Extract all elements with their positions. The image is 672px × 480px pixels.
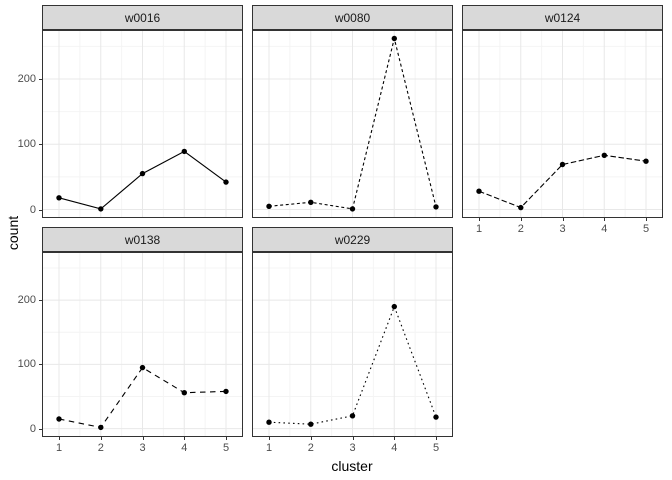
facet-strip-w0124: w0124 xyxy=(462,5,663,30)
y-tick-label: 100 xyxy=(17,358,36,371)
x-tick-label: 4 xyxy=(601,223,608,235)
facet-panel-w0124 xyxy=(462,30,663,218)
data-line-w0229 xyxy=(268,305,437,425)
x-axis-title: cluster xyxy=(331,458,373,474)
x-tick-mark xyxy=(352,437,354,440)
facet-strip-label: w0080 xyxy=(334,10,371,25)
x-tick-label: 3 xyxy=(349,442,356,454)
x-tick-label: 4 xyxy=(391,442,398,454)
x-tick-mark xyxy=(310,437,312,440)
y-tick-mark xyxy=(39,144,42,146)
facet-strip-label: w0229 xyxy=(334,232,371,247)
x-tick-label: 5 xyxy=(432,442,440,454)
x-tick-label: 1 xyxy=(475,223,483,235)
x-tick-mark xyxy=(59,437,60,440)
y-tick-label: 200 xyxy=(17,294,36,307)
y-tick-label: 0 xyxy=(29,422,36,435)
data-point xyxy=(98,206,104,212)
facet-panel-w0016 xyxy=(42,30,243,218)
x-tick-mark xyxy=(100,437,102,440)
y-tick-mark xyxy=(39,428,42,430)
x-tick-mark xyxy=(226,437,227,440)
data-point xyxy=(56,416,62,422)
facet-strip-w0229: w0229 xyxy=(252,227,453,252)
x-tick-mark xyxy=(184,437,186,440)
data-point xyxy=(308,421,314,427)
y-tick-label: 0 xyxy=(29,203,36,216)
data-point xyxy=(391,303,397,310)
data-point xyxy=(391,35,397,42)
x-tick-label: 5 xyxy=(642,223,650,235)
data-point xyxy=(98,424,104,431)
x-tick-mark xyxy=(646,218,647,221)
data-point xyxy=(266,419,272,425)
y-tick-mark xyxy=(39,300,42,302)
facet-strip-w0138: w0138 xyxy=(42,227,243,252)
data-point xyxy=(308,199,314,205)
y-tick-mark xyxy=(39,209,42,211)
data-point xyxy=(349,206,356,212)
facet-panel-w0138 xyxy=(42,252,243,437)
facet-strip-label: w0016 xyxy=(124,10,161,25)
x-tick-label: 1 xyxy=(265,442,273,454)
facet-strip-label: w0138 xyxy=(124,232,161,247)
x-tick-label: 4 xyxy=(181,442,188,454)
data-point xyxy=(139,170,146,177)
x-tick-label: 2 xyxy=(517,223,524,235)
facet-panel-w0080 xyxy=(252,30,453,218)
data-point xyxy=(476,188,482,194)
data-point xyxy=(181,148,187,155)
data-point xyxy=(181,390,187,396)
x-tick-label: 3 xyxy=(139,442,146,454)
x-tick-mark xyxy=(394,437,396,440)
x-tick-label: 3 xyxy=(559,223,566,235)
y-tick-label: 200 xyxy=(17,72,36,85)
facet-strip-label: w0124 xyxy=(544,10,581,25)
x-tick-mark xyxy=(604,218,606,221)
data-point xyxy=(643,158,649,164)
data-point xyxy=(433,204,439,210)
facet-panel-w0229 xyxy=(252,252,453,437)
data-point xyxy=(349,413,356,419)
data-point xyxy=(223,179,229,185)
x-tick-mark xyxy=(436,437,437,440)
x-tick-mark xyxy=(479,218,480,221)
facet-strip-w0080: w0080 xyxy=(252,5,453,30)
x-tick-label: 2 xyxy=(97,442,104,454)
data-point xyxy=(139,364,146,371)
data-point xyxy=(266,203,272,209)
data-point xyxy=(601,152,607,158)
data-point xyxy=(433,414,439,420)
x-tick-label: 1 xyxy=(55,442,63,454)
y-tick-mark xyxy=(39,78,42,80)
x-tick-label: 2 xyxy=(307,442,314,454)
x-tick-mark xyxy=(562,218,564,221)
y-axis-title: count xyxy=(5,215,21,251)
x-tick-mark xyxy=(269,437,270,440)
x-tick-mark xyxy=(520,218,522,221)
data-point xyxy=(56,195,62,201)
x-tick-mark xyxy=(142,437,144,440)
data-point xyxy=(559,161,566,168)
data-point xyxy=(223,388,229,395)
facet-strip-w0016: w0016 xyxy=(42,5,243,30)
data-point xyxy=(518,204,524,211)
y-tick-label: 100 xyxy=(17,138,36,151)
x-tick-label: 5 xyxy=(222,442,230,454)
y-tick-mark xyxy=(39,364,42,366)
